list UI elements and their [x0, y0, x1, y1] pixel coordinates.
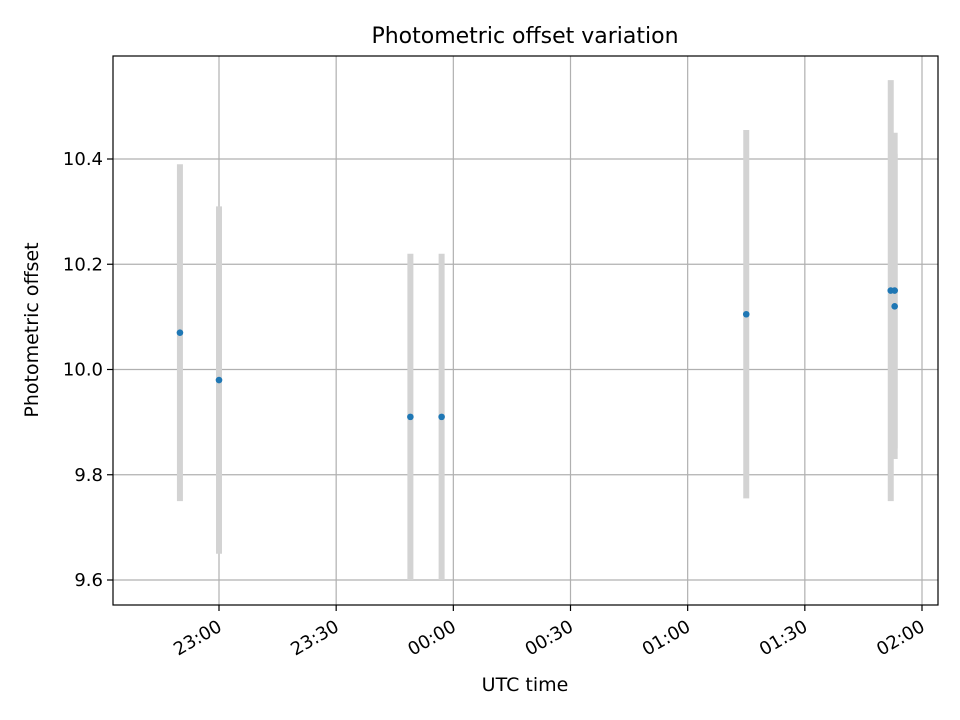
y-tick-label: 10.2 — [63, 254, 103, 275]
y-tick-label: 10.4 — [63, 149, 103, 170]
data-point — [215, 376, 223, 384]
data-point — [438, 413, 445, 421]
y-tick-label: 9.6 — [74, 570, 103, 591]
data-point — [742, 310, 750, 318]
plot-frame — [112, 55, 939, 606]
data-point — [407, 413, 414, 421]
chart-title: Photometric offset variation — [371, 24, 678, 49]
data-point — [891, 303, 898, 310]
y-axis-label: Photometric offset — [21, 242, 43, 417]
grid — [113, 56, 938, 605]
data-point — [176, 329, 184, 336]
y-tick-label: 10.0 — [63, 360, 103, 381]
data-point — [891, 287, 898, 294]
y-tick-label: 9.8 — [74, 465, 103, 486]
y-axis: 9.6 9.8 10.0 10.2 10.4 — [63, 149, 113, 591]
data-points — [176, 287, 898, 421]
x-axis-label: UTC time — [482, 674, 569, 696]
